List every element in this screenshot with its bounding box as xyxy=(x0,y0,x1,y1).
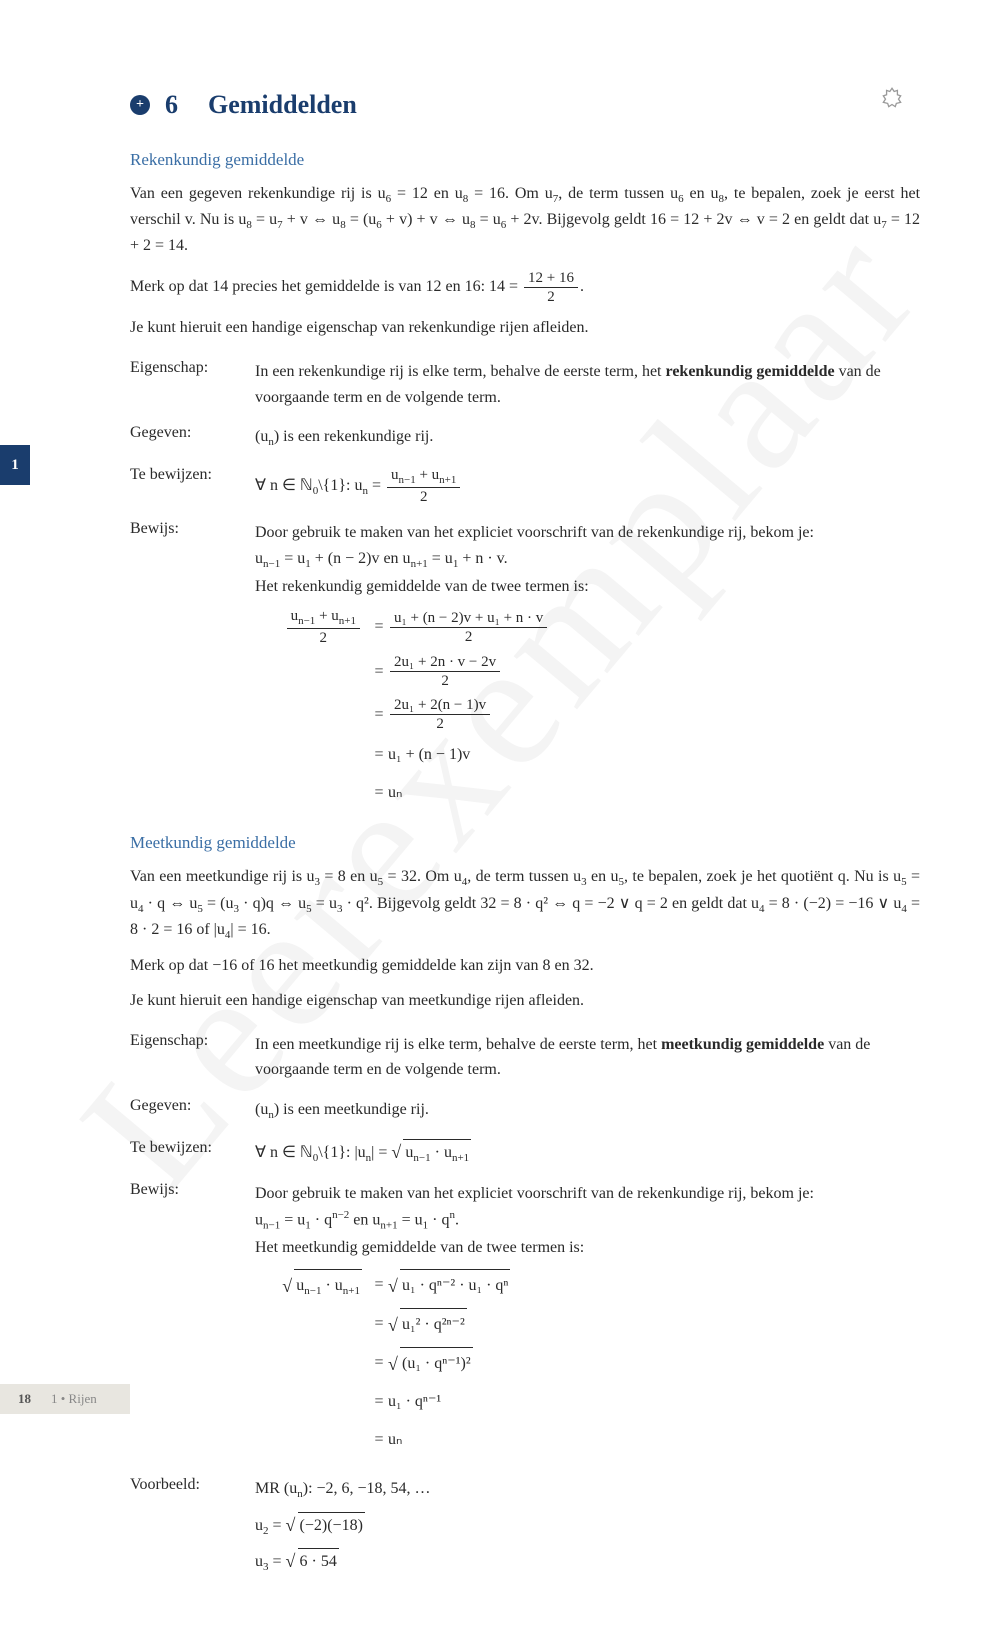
eigenschap-content: In een rekenkundige rij is elke term, be… xyxy=(255,359,920,410)
voorbeeld-content: MR (un): −2, 6, −18, 54, … u2 = (−2)(−18… xyxy=(255,1476,920,1577)
tebewijzen-label: Te bewijzen: xyxy=(130,466,255,506)
gegeven-content: (un) is een rekenkundige rij. xyxy=(255,424,920,452)
sub1-p1: Van een gegeven rekenkundige rij is u6 =… xyxy=(130,182,920,259)
section-title: Gemiddelden xyxy=(208,90,357,120)
bewijs-content-2: Door gebruik te maken van het expliciet … xyxy=(255,1181,920,1461)
tebewijzen-content: ∀ n ∈ ℕ0\{1}: un = un−1 + un+12 xyxy=(255,466,920,506)
sub1-p2: Merk op dat 14 precies het gemiddelde is… xyxy=(130,269,920,306)
sub2-p1: Van een meetkundige rij is u3 = 8 en u5 … xyxy=(130,865,920,944)
bewijs-label: Bewijs: xyxy=(130,520,255,815)
section-number: 6 xyxy=(165,90,178,120)
bewijs-content-1: Door gebruik te maken van het expliciet … xyxy=(255,520,920,815)
subsection-2-title: Meetkundig gemiddelde xyxy=(130,833,920,853)
subsection-1-title: Rekenkundig gemiddelde xyxy=(130,150,920,170)
definitions-2: Eigenschap: In een meetkundige rij is el… xyxy=(130,1032,920,1578)
eigenschap-label: Eigenschap: xyxy=(130,359,255,410)
plus-icon: + xyxy=(130,95,150,115)
definitions-1: Eigenschap: In een rekenkundige rij is e… xyxy=(130,359,920,815)
sub2-p3: Je kunt hieruit een handige eigenschap v… xyxy=(130,989,920,1014)
voorbeeld-label: Voorbeeld: xyxy=(130,1476,255,1577)
sub2-p2: Merk op dat −16 of 16 het meetkundig gem… xyxy=(130,954,920,979)
sub1-p3: Je kunt hieruit een handige eigenschap v… xyxy=(130,316,920,341)
section-header: + 6 Gemiddelden xyxy=(130,90,920,120)
gegeven-label: Gegeven: xyxy=(130,424,255,452)
